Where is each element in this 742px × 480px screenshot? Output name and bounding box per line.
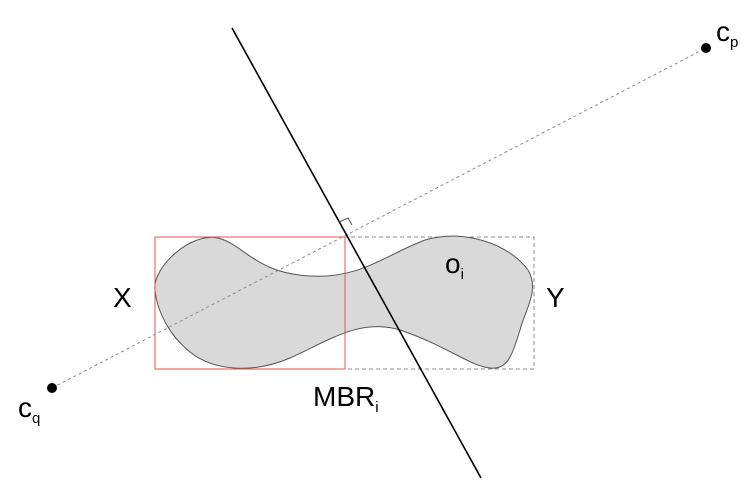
dashed-line-cq-cp: [51, 47, 707, 389]
label-mbr-main: MBR: [313, 381, 376, 412]
point-cq: [47, 383, 57, 393]
label-cq-main: c: [18, 392, 32, 423]
red-box: [154, 236, 346, 370]
label-oi: oi: [445, 248, 464, 283]
label-cp-sub: p: [730, 34, 739, 51]
point-cp: [701, 43, 711, 53]
label-mbr-sub: i: [375, 399, 379, 416]
label-cp-main: c: [716, 16, 730, 47]
object-oi-shape: [154, 235, 533, 369]
label-oi-main: o: [445, 248, 461, 279]
label-oi-sub: i: [460, 266, 464, 283]
label-cp: cp: [716, 16, 738, 51]
right-angle-marker: [338, 217, 353, 226]
label-y: Y: [546, 282, 565, 313]
label-mbr: MBRi: [313, 381, 379, 416]
label-x: X: [113, 282, 132, 313]
label-cq-sub: q: [32, 410, 41, 427]
perpendicular-bisector-line: [231, 27, 482, 479]
label-cq: cq: [18, 392, 40, 427]
